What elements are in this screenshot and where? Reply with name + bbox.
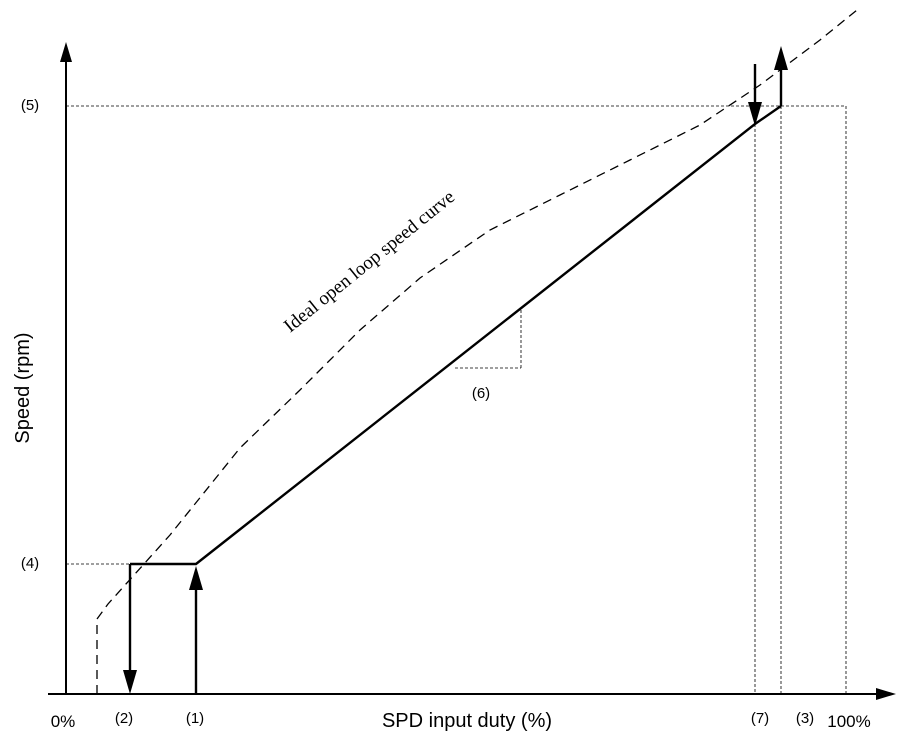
y-axis-title: Speed (rpm) [12, 332, 34, 443]
x-axis-arrowhead [876, 688, 896, 700]
guide-lines [66, 106, 846, 694]
max-drop-arrowhead [748, 102, 762, 126]
stop-drop-arrowhead [123, 670, 137, 694]
x-tick-1: (1) [186, 710, 204, 727]
x-tick-2: (2) [115, 710, 133, 727]
x-tick-100-percent: 100% [827, 712, 870, 731]
y-axis-arrowhead [60, 42, 72, 62]
actual-speed-curve [130, 106, 781, 564]
ideal-curve-label: Ideal open loop speed curve [280, 186, 459, 336]
x-tick-0-percent: 0% [51, 712, 76, 731]
max-rise-arrowhead [774, 46, 788, 70]
start-rise-arrowhead [189, 566, 203, 590]
ideal-open-loop-curve [97, 10, 857, 694]
y-tick-5: (5) [21, 97, 39, 114]
x-tick-3: (3) [796, 710, 814, 727]
x-tick-7: (7) [751, 710, 769, 727]
slope-label: (6) [472, 385, 490, 402]
y-tick-4: (4) [21, 555, 39, 572]
x-axis-title: SPD input duty (%) [382, 710, 552, 732]
